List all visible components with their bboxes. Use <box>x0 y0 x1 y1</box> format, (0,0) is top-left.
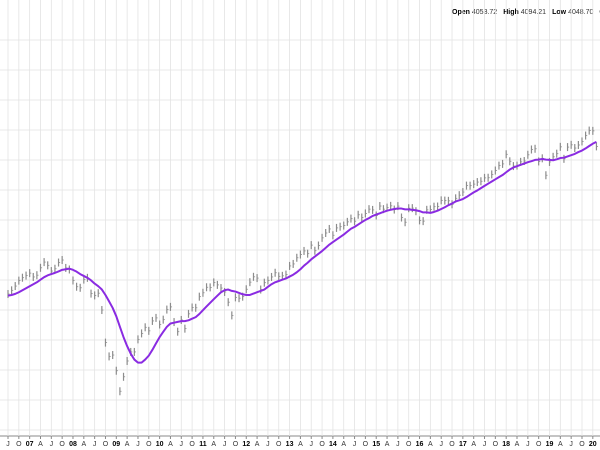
x-tick-label: A <box>81 441 86 448</box>
x-tick-label: 12 <box>242 441 250 448</box>
x-tick-label: 08 <box>69 441 77 448</box>
x-tick-label: J <box>483 441 487 448</box>
x-tick-label: A <box>298 441 303 448</box>
price-bar <box>198 292 200 301</box>
x-tick-label: A <box>125 441 130 448</box>
x-tick-label: O <box>146 441 152 448</box>
ohlc-value: 4094.21 <box>521 9 546 16</box>
x-tick-label: J <box>266 441 270 448</box>
x-tick-label: O <box>536 441 542 448</box>
x-tick-label: 18 <box>502 441 510 448</box>
price-bar <box>530 145 533 154</box>
price-bar <box>14 282 16 291</box>
price-bar <box>191 303 193 312</box>
price-bar <box>220 284 222 293</box>
price-bar <box>592 126 594 135</box>
price-bar <box>137 335 139 344</box>
x-tick-label: 19 <box>546 441 554 448</box>
x-tick-label: O <box>276 441 282 448</box>
x-tick-label: J <box>136 441 140 448</box>
x-tick-label: 11 <box>199 441 207 448</box>
x-tick-label: O <box>579 441 585 448</box>
x-tick-label: O <box>493 441 499 448</box>
x-tick-label: 14 <box>329 441 337 448</box>
price-bar <box>205 283 208 292</box>
x-tick-label: O <box>319 441 325 448</box>
x-tick-label: A <box>515 441 520 448</box>
price-bar <box>559 142 561 151</box>
x-tick-label: 10 <box>156 441 164 448</box>
x-tick-label: A <box>38 441 43 448</box>
x-tick-label: O <box>59 441 65 448</box>
x-tick-label: J <box>439 441 443 448</box>
x-tick-label: A <box>255 441 260 448</box>
x-tick-label: J <box>309 441 313 448</box>
price-bar <box>119 387 121 396</box>
x-tick-label: O <box>363 441 369 448</box>
x-tick-label: 15 <box>372 441 380 448</box>
x-tick-label: O <box>103 441 109 448</box>
price-bar <box>36 271 38 280</box>
price-bar <box>227 298 229 307</box>
price-bar <box>72 276 74 285</box>
price-bar <box>527 150 529 159</box>
x-tick-label: A <box>341 441 346 448</box>
x-tick-label: 07 <box>26 441 34 448</box>
x-tick-label: A <box>211 441 216 448</box>
x-tick-label: A <box>168 441 173 448</box>
x-tick-label: J <box>50 441 54 448</box>
x-tick-label: A <box>558 441 563 448</box>
x-tick-label: O <box>406 441 412 448</box>
price-bar <box>39 263 42 272</box>
x-tick-label: O <box>189 441 195 448</box>
x-tick-label: J <box>353 441 357 448</box>
ohlc-label: High <box>503 9 519 16</box>
x-tick-label: J <box>223 441 227 448</box>
moving-average-line <box>7 141 597 364</box>
ohlc-label: Open <box>452 9 470 16</box>
ohlc-label: Low <box>552 9 567 16</box>
x-tick-label: A <box>471 441 476 448</box>
x-tick-label: O <box>233 441 239 448</box>
price-bar <box>32 272 34 281</box>
x-tick-label: O <box>449 441 455 448</box>
x-tick-label: 16 <box>416 441 424 448</box>
x-tick-label: 17 <box>459 441 467 448</box>
x-tick-label: J <box>526 441 530 448</box>
ohlc-value: 4048.70 <box>568 9 593 16</box>
x-tick-label: J <box>93 441 97 448</box>
x-tick-label: 09 <box>112 441 120 448</box>
price-bar <box>112 351 114 360</box>
x-tick-label: A <box>428 441 433 448</box>
x-tick-label: J <box>6 441 10 448</box>
price-bar <box>184 324 186 333</box>
x-tick-label: J <box>569 441 573 448</box>
x-tick-label: 13 <box>286 441 294 448</box>
x-tick-label: O <box>16 441 22 448</box>
x-tick-label: A <box>385 441 390 448</box>
price-bar <box>213 278 215 287</box>
horizontal-grid <box>0 39 600 431</box>
x-tick-label: J <box>180 441 184 448</box>
price-bar <box>588 126 590 135</box>
x-tick-label: J <box>396 441 400 448</box>
price-bar <box>115 366 117 375</box>
x-tick-label: 20 <box>589 441 597 448</box>
